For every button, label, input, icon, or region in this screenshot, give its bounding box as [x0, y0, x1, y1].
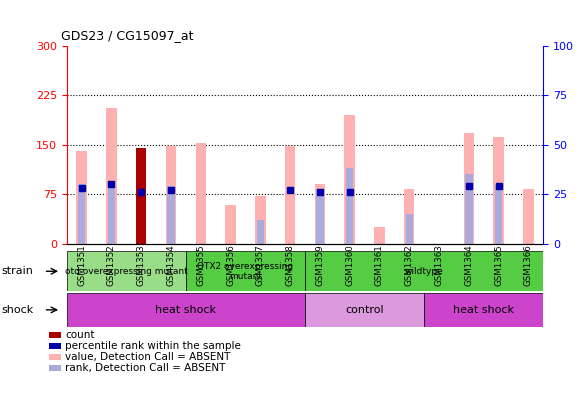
Bar [166, 146, 176, 244]
FancyBboxPatch shape [186, 251, 305, 291]
Text: GSM1353: GSM1353 [137, 245, 146, 286]
Bar [404, 189, 414, 244]
Text: GSM1360: GSM1360 [345, 245, 354, 286]
Bar [106, 108, 117, 244]
Text: wildtype: wildtype [405, 267, 443, 276]
Text: GSM1357: GSM1357 [256, 245, 265, 286]
Text: otd overexpressing mutant: otd overexpressing mutant [65, 267, 188, 276]
Bar [78, 184, 85, 244]
Bar [77, 151, 87, 244]
Bar [285, 146, 295, 244]
Text: heat shock: heat shock [156, 305, 216, 315]
FancyBboxPatch shape [424, 293, 543, 327]
Bar [136, 148, 146, 244]
Text: GSM1364: GSM1364 [464, 245, 474, 286]
Bar [374, 227, 385, 244]
FancyBboxPatch shape [305, 251, 543, 291]
Text: GDS23 / CG15097_at: GDS23 / CG15097_at [61, 29, 193, 42]
Text: GSM1366: GSM1366 [524, 245, 533, 286]
Bar [495, 186, 503, 244]
Text: GSM1352: GSM1352 [107, 245, 116, 286]
Text: GSM1362: GSM1362 [405, 245, 414, 286]
FancyBboxPatch shape [67, 251, 186, 291]
Bar [464, 133, 474, 244]
Bar [315, 184, 325, 244]
Bar [345, 115, 355, 244]
Text: shock: shock [1, 305, 34, 315]
Bar [493, 137, 504, 244]
Bar [257, 220, 264, 244]
Text: count: count [65, 329, 95, 340]
Text: GSM1354: GSM1354 [167, 245, 175, 286]
Text: GSM1356: GSM1356 [226, 245, 235, 286]
Text: GSM1365: GSM1365 [494, 245, 503, 286]
Text: GSM1359: GSM1359 [315, 245, 324, 286]
Bar [316, 190, 324, 244]
Text: heat shock: heat shock [453, 305, 514, 315]
Text: value, Detection Call = ABSENT: value, Detection Call = ABSENT [65, 352, 231, 362]
Bar [167, 186, 175, 244]
Bar [465, 174, 472, 244]
Bar [107, 184, 115, 244]
Bar [523, 189, 533, 244]
Text: control: control [345, 305, 384, 315]
Bar [225, 205, 236, 244]
FancyBboxPatch shape [67, 293, 305, 327]
Text: GSM1363: GSM1363 [435, 245, 443, 286]
Bar [255, 196, 266, 244]
Bar [406, 214, 413, 244]
Text: rank, Detection Call = ABSENT: rank, Detection Call = ABSENT [65, 363, 225, 373]
Bar [346, 168, 353, 244]
Text: GSM1351: GSM1351 [77, 245, 86, 286]
Text: GSM1355: GSM1355 [196, 245, 205, 286]
Text: OTX2 overexpressing
mutant: OTX2 overexpressing mutant [198, 262, 293, 281]
Bar [196, 143, 206, 244]
Text: GSM1361: GSM1361 [375, 245, 384, 286]
Text: strain: strain [1, 266, 33, 276]
FancyBboxPatch shape [305, 293, 424, 327]
Text: percentile rank within the sample: percentile rank within the sample [65, 341, 241, 351]
Text: GSM1358: GSM1358 [286, 245, 295, 286]
